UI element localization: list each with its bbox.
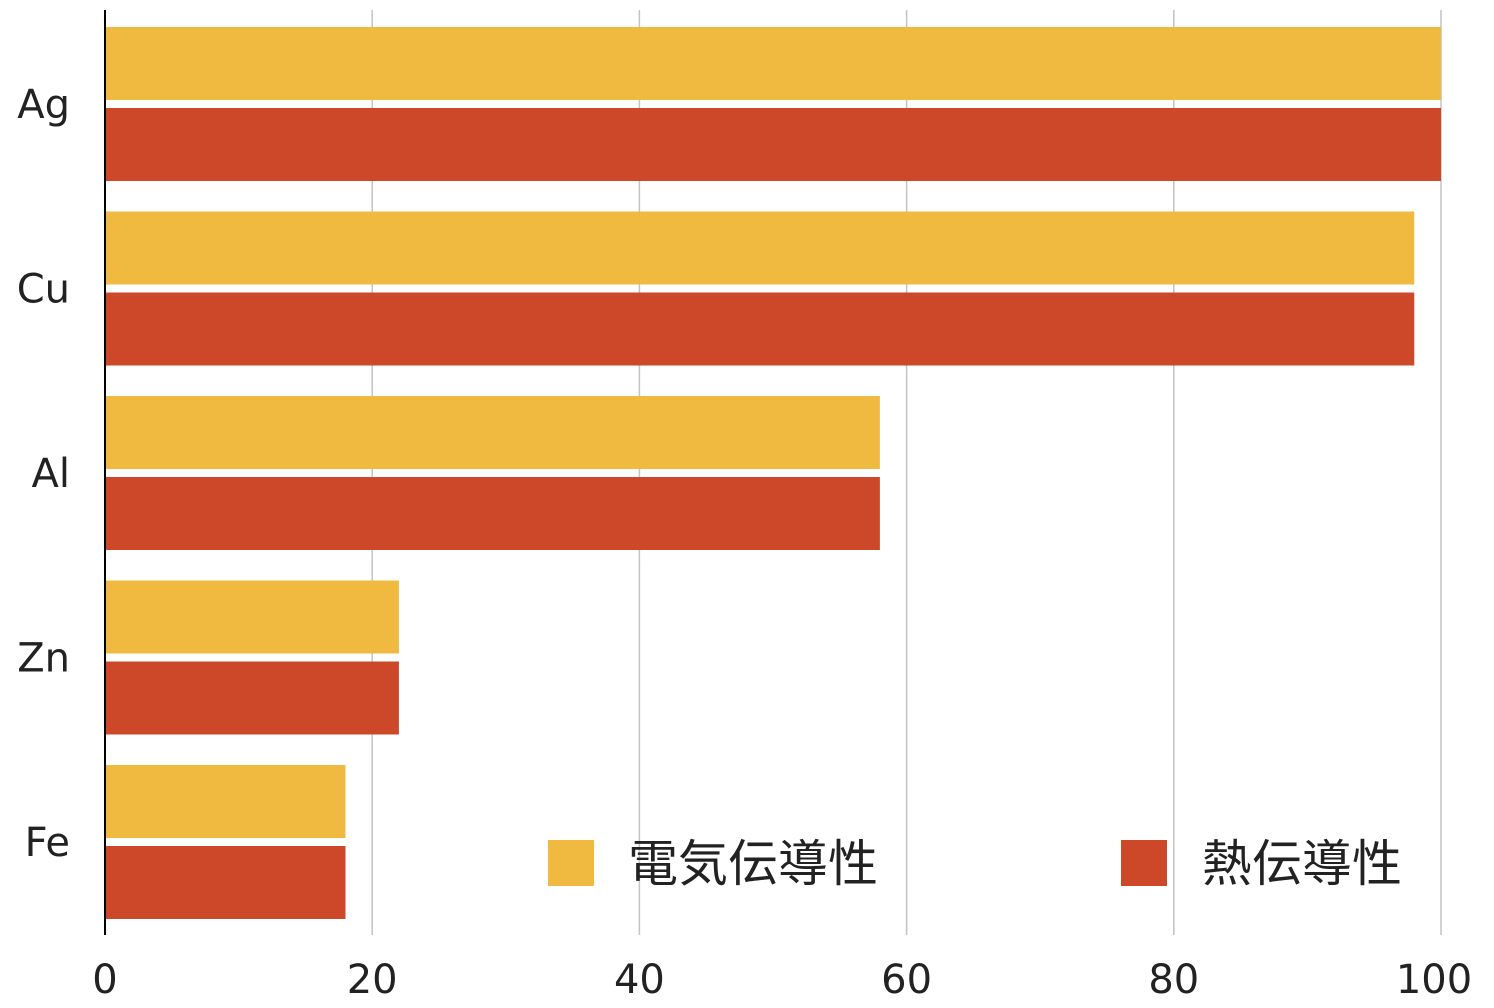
category-label: Zn	[17, 636, 70, 682]
bar-al-series-0	[105, 396, 880, 469]
x-tick-label: 80	[1148, 957, 1199, 1003]
category-label: Ag	[17, 82, 70, 128]
bar-al-series-1	[105, 477, 880, 550]
bar-ag-series-0	[105, 27, 1441, 100]
bar-fe-series-1	[105, 846, 346, 919]
legend-swatch-electrical	[548, 840, 594, 886]
x-tick-label: 20	[347, 957, 398, 1003]
bar-zn-series-0	[105, 580, 399, 654]
bars	[105, 27, 1441, 919]
category-label: Al	[32, 451, 70, 497]
x-tick-label: 0	[92, 957, 117, 1003]
legend-label-thermal: 熱伝導性	[1202, 835, 1402, 893]
category-label: Fe	[25, 820, 70, 866]
bar-cu-series-1	[105, 292, 1415, 366]
legend: 電気伝導性 熱伝導性	[548, 835, 1402, 893]
category-label: Cu	[17, 267, 70, 313]
x-tick-label: 60	[881, 957, 932, 1003]
y-axis-category-labels: Ag Cu Al Zn Fe	[17, 82, 70, 866]
x-tick-label: 100	[1396, 957, 1472, 1003]
bar-cu-series-0	[105, 211, 1415, 285]
bar-fe-series-0	[105, 765, 346, 838]
legend-swatch-thermal	[1121, 840, 1167, 886]
legend-item-electrical: 電気伝導性	[548, 835, 878, 893]
bar-zn-series-1	[105, 661, 399, 735]
x-tick-label: 40	[614, 957, 665, 1003]
legend-label-electrical: 電気伝導性	[628, 835, 878, 893]
bar-ag-series-1	[105, 108, 1441, 181]
legend-item-thermal: 熱伝導性	[1121, 835, 1402, 893]
x-axis-tick-labels: 0 20 40 60 80 100	[92, 957, 1472, 1003]
